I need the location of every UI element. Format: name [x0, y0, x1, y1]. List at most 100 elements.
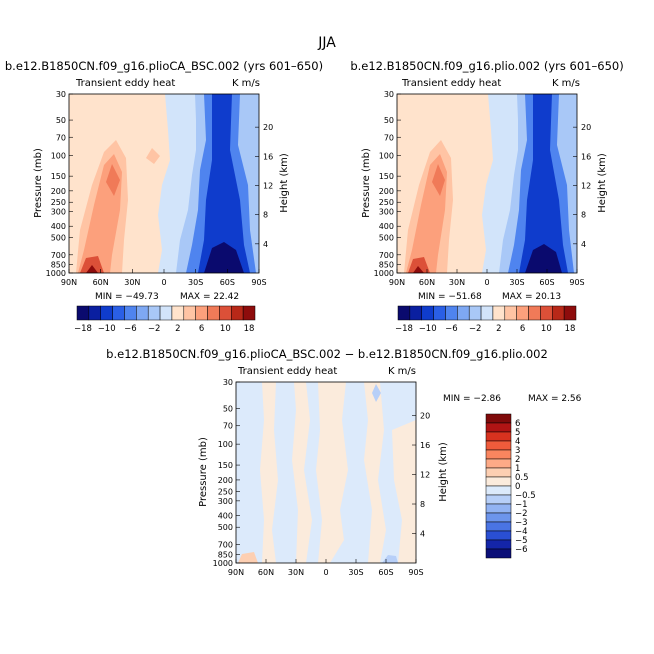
panel-b-left-string: Transient eddy heat — [401, 78, 501, 89]
xtick-label: 0 — [161, 278, 166, 287]
colorbar-box — [112, 305, 125, 321]
colorbar-box — [136, 305, 149, 321]
colorbar-box — [485, 467, 512, 478]
panel-a-northern-core-positive — [106, 164, 120, 196]
ytick-right-label: 4 — [581, 240, 586, 249]
colorbar-box — [147, 305, 161, 321]
ytick-left-label: 250 — [218, 487, 233, 496]
colorbar-label: −18 — [395, 324, 413, 334]
colorbar-label: −6 — [445, 324, 458, 334]
ytick-right-label: 8 — [263, 211, 268, 220]
colorbar-box — [468, 305, 482, 321]
ytick-left-label: 150 — [51, 172, 66, 181]
panel-diff: b.e12.B1850CN.f09_g16.plioCA_BSC.002 − b… — [106, 347, 581, 577]
ytick-left-label: 400 — [379, 222, 394, 231]
xtick-label: 30S — [348, 568, 363, 577]
colorbar-label: 2 — [515, 455, 520, 465]
colorbar-box — [485, 422, 512, 433]
colorbar-label: 0.5 — [515, 473, 529, 483]
ytick-right-label: 4 — [420, 530, 425, 539]
ytick-right-label: 12 — [420, 471, 430, 480]
panel-a-surface-peak-positive — [86, 265, 98, 273]
panel-b: b.e12.B1850CN.f09_g16.plio.002 (yrs 601–… — [350, 59, 623, 334]
main-title: JJA — [317, 35, 336, 51]
panel-diff-title: b.e12.B1850CN.f09_g16.plioCA_BSC.002 − b… — [106, 347, 548, 361]
xtick-label: 90N — [389, 278, 405, 287]
colorbar-box — [485, 521, 512, 532]
colorbar-label: −6 — [515, 545, 528, 555]
colorbar-box — [504, 305, 517, 321]
ytick-left-label: 250 — [379, 198, 394, 207]
colorbar-box — [219, 305, 232, 321]
ytick-left-label: 200 — [218, 476, 233, 485]
panel-a-surface-core-positive — [80, 256, 104, 273]
colorbar-label: −10 — [419, 324, 437, 334]
ytick-left-label: 500 — [218, 523, 233, 532]
ytick-left-label: 300 — [218, 497, 233, 506]
colorbar-label: −5 — [515, 536, 528, 546]
ytick-left-label: 1000 — [374, 269, 394, 278]
panel-b-ylabel-left: Pressure (mb) — [361, 148, 372, 218]
colorbar-label: 2 — [496, 324, 501, 334]
xtick-label: 60S — [539, 278, 554, 287]
panel-diff-right-string: K m/s — [388, 366, 416, 377]
ytick-left-label: 100 — [379, 151, 394, 160]
ytick-left-label: 70 — [384, 133, 394, 142]
ytick-left-label: 300 — [379, 208, 394, 217]
colorbar-box — [485, 458, 512, 469]
panel-a-colorbar: −18 −10 −6 −2 2 6 10 18 — [74, 305, 256, 334]
colorbar-box — [100, 305, 113, 321]
ytick-left-label: 1000 — [213, 559, 233, 568]
xtick-label: 90N — [228, 568, 244, 577]
panel-a-max-label: MAX = 22.42 — [180, 292, 239, 302]
panel-a-southern-strong-negative — [198, 94, 250, 273]
colorbar-box — [207, 305, 220, 321]
panel-diff-positive-band-3 — [316, 382, 348, 563]
colorbar-label: −2 — [148, 324, 161, 334]
xtick-label: 90S — [408, 568, 423, 577]
ytick-left-label: 50 — [384, 116, 394, 125]
ytick-right-label: 4 — [263, 240, 268, 249]
panel-diff-left-string: Transient eddy heat — [237, 366, 337, 377]
ytick-left-label: 850 — [379, 261, 394, 270]
colorbar-box — [485, 548, 512, 559]
ytick-right-label: 20 — [420, 412, 430, 421]
xtick-label: 30S — [509, 278, 524, 287]
colorbar-label: 6 — [199, 324, 204, 334]
colorbar-box — [231, 305, 244, 321]
ytick-left-label: 700 — [379, 251, 394, 260]
panel-b-southern-core-negative — [525, 244, 562, 273]
colorbar-label: 4 — [515, 437, 520, 447]
xtick-label: 0 — [323, 568, 328, 577]
panel-a-title: b.e12.B1850CN.f09_g16.plioCA_BSC.002 (yr… — [5, 59, 323, 73]
xtick-label: 60S — [220, 278, 235, 287]
ytick-left-label: 150 — [218, 461, 233, 470]
colorbar-label: 5 — [515, 428, 520, 438]
panel-b-colorbar: −18 −10 −6 −2 2 6 10 18 — [395, 305, 577, 334]
colorbar-box — [485, 539, 512, 550]
colorbar-label: 0 — [515, 482, 520, 492]
panel-a-right-string: K m/s — [232, 78, 260, 89]
colorbar-label: −10 — [98, 324, 116, 334]
colorbar-label: 3 — [515, 446, 520, 456]
colorbar-box — [445, 305, 458, 321]
ytick-left-label: 200 — [51, 187, 66, 196]
panel-b-southern-strong-negative — [519, 94, 568, 273]
xtick-label: 0 — [484, 278, 489, 287]
xtick-label: 90S — [569, 278, 584, 287]
colorbar-box — [409, 305, 422, 321]
panel-a-ylabel-left: Pressure (mb) — [33, 148, 44, 218]
ytick-left-label: 500 — [51, 234, 66, 243]
panel-diff-negative-core — [372, 384, 381, 402]
xtick-label: 90N — [61, 278, 77, 287]
colorbar-box — [485, 476, 512, 487]
xtick-label: 30N — [124, 278, 140, 287]
xtick-label: 60N — [93, 278, 109, 287]
colorbar-box — [171, 305, 185, 321]
panel-diff-positive-surface — [238, 552, 258, 563]
ytick-left-label: 400 — [218, 512, 233, 521]
panel-b-northern-core-positive — [432, 164, 445, 196]
colorbar-box — [433, 305, 446, 321]
